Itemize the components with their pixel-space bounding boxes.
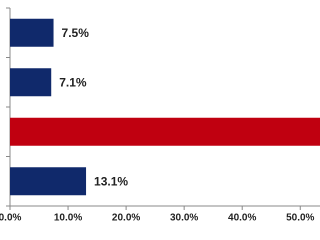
- value-label: 7.1%: [59, 75, 87, 89]
- x-tick-label: 10.0%: [54, 213, 82, 224]
- bar: [10, 68, 52, 97]
- value-label: 7.5%: [62, 26, 90, 40]
- x-tick-label: 0.0%: [0, 213, 22, 224]
- x-tick-label: 20.0%: [112, 213, 140, 224]
- x-tick-label: 30.0%: [170, 213, 198, 224]
- bar: [10, 117, 320, 146]
- bar: [10, 18, 54, 47]
- value-label: 13.1%: [94, 174, 128, 188]
- chart: 0.0% 10.0% 20.0% 30.0% 40.0% 50.0% 7.5% 7.1% 13.…: [0, 7, 320, 224]
- x-tick-label: 40.0%: [228, 213, 256, 224]
- bar: [10, 167, 87, 196]
- x-tick-label: 50.0%: [286, 213, 314, 224]
